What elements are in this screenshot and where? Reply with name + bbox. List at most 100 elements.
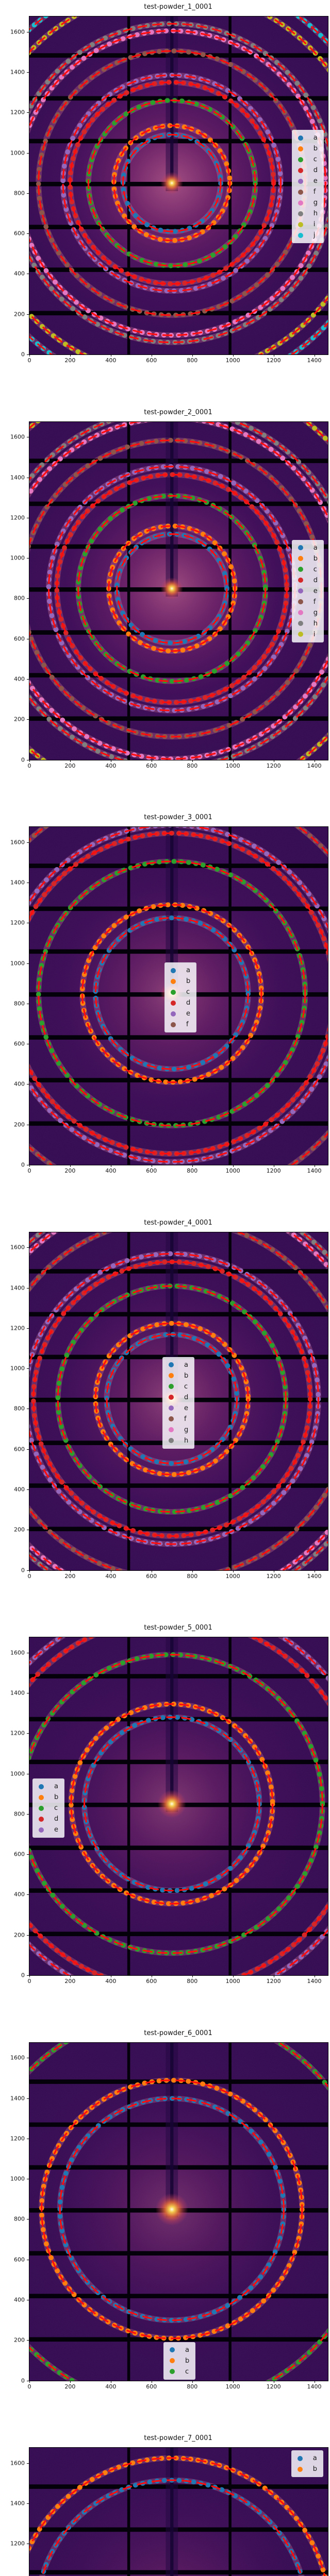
module-gap-h-6: [29, 863, 328, 868]
ring-fit-a: [94, 917, 249, 1070]
y-tick-label: 1600: [10, 1649, 25, 1656]
module-gap-h-5: [29, 501, 328, 506]
x-tick-label: 1000: [225, 357, 240, 364]
legend-item-e: e: [37, 1824, 58, 1835]
y-tick-label: 1000: [10, 1770, 25, 1777]
legend-marker-icon: [298, 146, 303, 151]
beam-haze: [29, 2448, 328, 2576]
x-tick-label: 0: [27, 1167, 31, 1174]
legend-label: a: [54, 1783, 58, 1790]
x-tick-label: 400: [105, 357, 117, 364]
legend-label: a: [185, 2346, 189, 2354]
x-tick-mark: [29, 1165, 30, 1167]
y-tick-mark: [27, 1854, 29, 1855]
y-tick-label: 400: [14, 270, 25, 277]
ring-fit-d: [29, 832, 328, 1155]
legend-item-i: i: [296, 219, 318, 230]
x-tick-label: 200: [64, 357, 76, 364]
y-tick-mark: [27, 1287, 29, 1289]
legend-marker-icon: [39, 1827, 44, 1833]
y-tick-mark: [27, 2340, 29, 2341]
x-tick-label: 1000: [225, 2383, 240, 2390]
legend-marker-icon: [298, 157, 303, 162]
module-gap-h-4: [29, 139, 328, 144]
module-gap-h-4: [29, 949, 328, 954]
module-gap-h-2: [29, 225, 328, 229]
legend-item-f: f: [169, 1019, 190, 1030]
beamstop-shadow: [170, 1637, 174, 1808]
legend-label: i: [313, 221, 316, 228]
beamstop-shadow: [170, 1232, 174, 1403]
legend-item-h: h: [167, 1435, 188, 1446]
y-tick-label: 400: [14, 1891, 25, 1898]
legend-item-b: b: [167, 1370, 188, 1381]
ring-fit-b: [29, 2457, 326, 2576]
legend-item-c: c: [296, 154, 318, 165]
module-gap-h-6: [29, 53, 328, 58]
plot-title: test-powder_4_0001: [144, 1218, 212, 1227]
y-tick-label: 400: [14, 2296, 25, 2303]
legend-item-b: b: [296, 553, 318, 564]
x-tick-label: 200: [64, 762, 76, 769]
module-gap-h-0: [29, 716, 328, 721]
legend-marker-icon: [298, 556, 303, 561]
x-tick-label: 600: [146, 1572, 157, 1580]
module-gap-v-0: [127, 827, 130, 1165]
module-gap-h-2: [29, 630, 328, 635]
x-tick-label: 1400: [307, 762, 322, 769]
legend-label: c: [54, 1804, 58, 1812]
beamstop-shadow: [170, 827, 174, 998]
legend-label: e: [54, 1826, 58, 1834]
legend-item-j: j: [296, 230, 318, 241]
legend-label: g: [184, 1426, 189, 1434]
legend-label: c: [313, 156, 317, 163]
legend-marker-icon: [169, 1405, 174, 1411]
ring-fit-e: [29, 1252, 319, 1545]
plot-title: test-powder_6_0001: [144, 2029, 212, 2037]
legend-label: b: [313, 145, 318, 152]
ring-fit-a: [106, 1333, 238, 1464]
y-tick-mark: [27, 679, 29, 680]
module-gap-v-0: [127, 16, 130, 354]
module-gap-h-6: [29, 2079, 328, 2084]
legend-label: d: [313, 166, 318, 174]
module-gap-h-4: [29, 544, 328, 549]
y-tick-mark: [27, 1247, 29, 1248]
plot-title: test-powder_2_0001: [144, 408, 212, 416]
x-tick-mark: [192, 1570, 193, 1572]
legend-marker-icon: [171, 968, 176, 973]
y-tick-mark: [27, 2098, 29, 2099]
legend-label: b: [184, 1371, 189, 1380]
x-tick-mark: [192, 759, 193, 762]
y-tick-label: 0: [21, 1567, 25, 1573]
legend-marker-icon: [170, 2369, 175, 2374]
legend-item-f: f: [167, 1414, 188, 1425]
legend-item-e: e: [169, 1008, 190, 1019]
y-tick-label: 1400: [10, 2500, 25, 2507]
legend-label: c: [185, 2367, 189, 2376]
y-tick-mark: [27, 2463, 29, 2464]
beamstop-shadow: [170, 2042, 174, 2213]
y-tick-label: 200: [14, 1526, 25, 1533]
legend-label: h: [184, 1436, 189, 1445]
x-tick-label: 200: [64, 2383, 76, 2390]
y-tick-label: 0: [21, 1161, 25, 1168]
legend-label: j: [313, 231, 316, 239]
detector-image: [29, 421, 328, 760]
legend-marker-icon: [298, 567, 303, 572]
legend-label: d: [54, 1815, 59, 1823]
ring-fit-c: [38, 860, 306, 1127]
y-tick-label: 400: [14, 1486, 25, 1493]
x-tick-label: 0: [27, 762, 31, 769]
ring-fit-b: [108, 524, 236, 652]
y-tick-label: 200: [14, 2336, 25, 2344]
ring-points-g: [29, 421, 328, 760]
legend-label: h: [313, 210, 318, 217]
legend-label: e: [186, 1010, 190, 1018]
x-tick-label: 400: [105, 1572, 117, 1580]
x-tick-label: 800: [187, 357, 198, 364]
module-gap-h-0: [29, 1931, 328, 1937]
y-tick-mark: [27, 1733, 29, 1734]
